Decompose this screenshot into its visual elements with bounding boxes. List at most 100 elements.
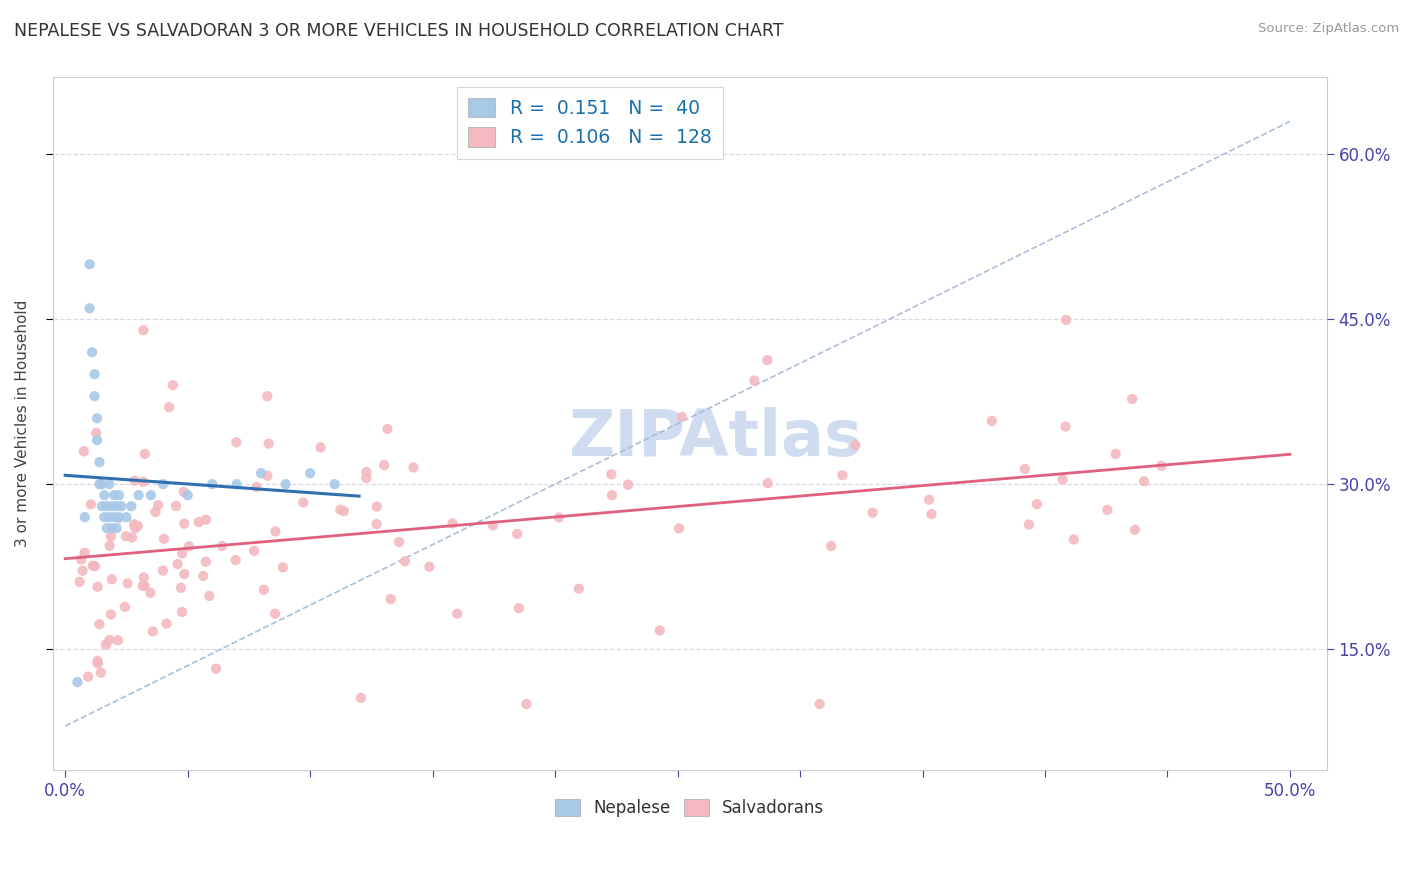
Point	[418, 559, 440, 574]
Point	[134, 447, 156, 461]
Point	[271, 560, 294, 574]
Point	[83, 368, 105, 382]
Point	[170, 581, 193, 595]
Point	[79, 257, 101, 271]
Point	[1052, 473, 1074, 487]
Point	[1018, 517, 1040, 532]
Point	[250, 466, 273, 480]
Point	[173, 516, 195, 531]
Point	[107, 510, 129, 524]
Point	[176, 488, 198, 502]
Point	[103, 488, 125, 502]
Point	[617, 477, 640, 491]
Point	[201, 477, 224, 491]
Point	[128, 488, 150, 502]
Point	[354, 471, 377, 485]
Point	[132, 579, 155, 593]
Point	[373, 458, 395, 472]
Y-axis label: 3 or more Vehicles in Household: 3 or more Vehicles in Household	[15, 300, 30, 548]
Point	[110, 499, 132, 513]
Point	[100, 572, 122, 586]
Point	[506, 527, 529, 541]
Point	[671, 409, 693, 424]
Point	[107, 633, 129, 648]
Point	[115, 510, 138, 524]
Point	[1054, 313, 1077, 327]
Point	[194, 555, 217, 569]
Point	[1121, 392, 1143, 406]
Point	[756, 476, 779, 491]
Point	[600, 467, 623, 482]
Point	[94, 638, 117, 652]
Point	[187, 515, 209, 529]
Legend: Nepalese, Salvadorans: Nepalese, Salvadorans	[548, 792, 831, 824]
Point	[274, 477, 297, 491]
Point	[98, 633, 121, 648]
Point	[862, 506, 884, 520]
Point	[103, 510, 125, 524]
Point	[146, 498, 169, 512]
Point	[152, 564, 174, 578]
Point	[77, 670, 100, 684]
Text: Source: ZipAtlas.com: Source: ZipAtlas.com	[1258, 22, 1399, 36]
Point	[225, 435, 247, 450]
Point	[98, 510, 121, 524]
Point	[844, 438, 866, 452]
Point	[1150, 458, 1173, 473]
Point	[100, 607, 122, 622]
Point	[1123, 523, 1146, 537]
Point	[72, 564, 94, 578]
Point	[257, 436, 280, 450]
Point	[918, 492, 941, 507]
Point	[225, 553, 247, 567]
Point	[83, 389, 105, 403]
Point	[808, 697, 831, 711]
Point	[394, 554, 416, 568]
Point	[380, 592, 402, 607]
Point	[1097, 503, 1119, 517]
Point	[134, 579, 156, 593]
Point	[115, 529, 138, 543]
Point	[132, 323, 155, 337]
Point	[139, 586, 162, 600]
Point	[172, 546, 194, 560]
Point	[86, 411, 108, 425]
Point	[742, 374, 765, 388]
Point	[366, 517, 388, 532]
Point	[105, 499, 128, 513]
Point	[323, 477, 346, 491]
Point	[446, 607, 468, 621]
Point	[388, 535, 411, 549]
Point	[264, 524, 287, 539]
Point	[170, 605, 193, 619]
Point	[84, 425, 107, 440]
Point	[173, 567, 195, 582]
Point	[93, 510, 115, 524]
Point	[820, 539, 842, 553]
Point	[356, 465, 378, 479]
Point	[253, 582, 276, 597]
Point	[515, 697, 537, 711]
Point	[1063, 533, 1085, 547]
Point	[66, 675, 89, 690]
Point	[309, 441, 332, 455]
Point	[87, 657, 110, 671]
Point	[98, 477, 121, 491]
Point	[225, 477, 247, 491]
Point	[482, 518, 505, 533]
Point	[114, 599, 136, 614]
Point	[243, 544, 266, 558]
Point	[132, 475, 155, 489]
Point	[79, 301, 101, 316]
Point	[153, 532, 176, 546]
Point	[82, 345, 104, 359]
Point	[600, 488, 623, 502]
Point	[920, 507, 942, 521]
Point	[165, 499, 187, 513]
Point	[329, 502, 352, 516]
Point	[83, 559, 105, 574]
Point	[292, 495, 315, 509]
Point	[350, 690, 373, 705]
Point	[105, 521, 128, 535]
Point	[568, 582, 591, 596]
